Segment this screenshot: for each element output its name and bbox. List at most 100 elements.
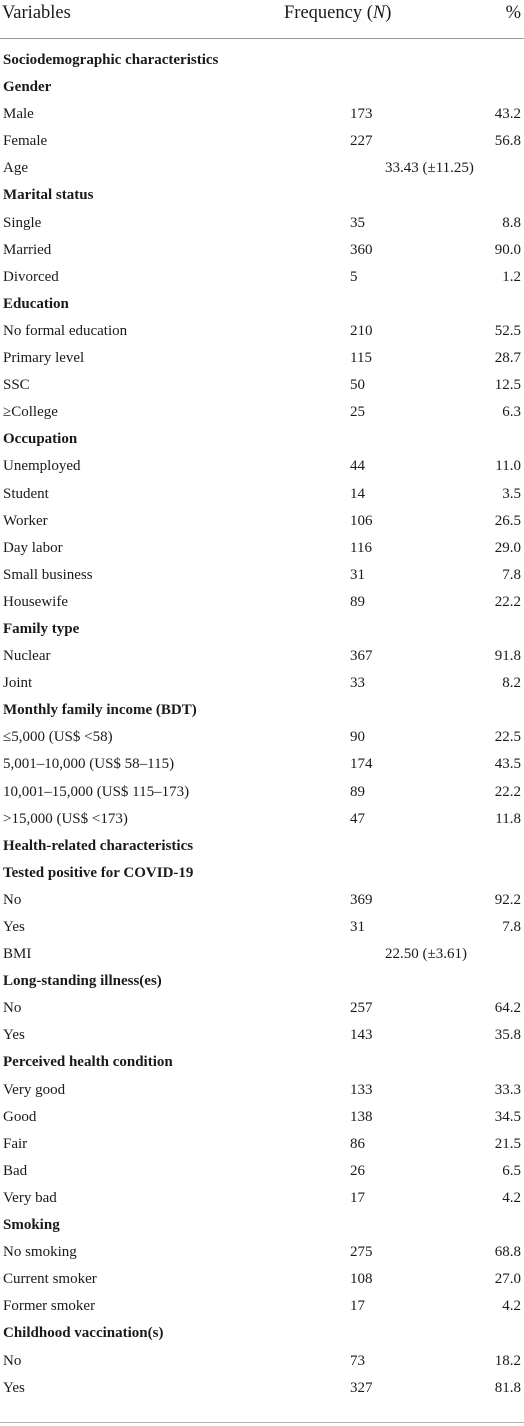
row-label: Very good: [3, 1081, 66, 1098]
table-row: Current smoker 108 27.0: [0, 1266, 524, 1293]
row-percent: 35.8: [494, 1027, 521, 1044]
row-percent: 52.5: [494, 322, 521, 339]
group-heading-row: BMI 22.50 (±3.61): [0, 941, 524, 968]
row-label: Male: [3, 106, 34, 123]
row-label: Day labor: [3, 539, 63, 556]
row-label: 5,001–10,000 (US$ 58–115): [3, 756, 175, 773]
row-percent: 68.8: [494, 1244, 521, 1261]
row-label: Yes: [3, 1027, 25, 1044]
row-label: Education: [3, 295, 69, 312]
header-frequency-n: N: [372, 3, 386, 23]
table-row: Fair 86 21.5: [0, 1131, 524, 1158]
row-percent: 27.0: [494, 1271, 521, 1288]
section-heading-row: Health-related characteristics: [0, 833, 524, 860]
row-label: Marital status: [3, 187, 94, 204]
row-label: Tested positive for COVID-19: [3, 864, 194, 881]
table-row: Very good 133 33.3: [0, 1077, 524, 1104]
table-row: Unemployed 44 11.0: [0, 453, 524, 480]
row-percent: 22.5: [494, 729, 521, 746]
header-variables: Variables: [2, 3, 71, 23]
row-label: Married: [3, 241, 52, 258]
table-row: Joint 33 8.2: [0, 670, 524, 697]
row-label: Health-related characteristics: [3, 837, 194, 854]
row-percent: 29.0: [494, 539, 521, 556]
row-percent: 11.0: [495, 458, 521, 475]
row-percent: 26.5: [494, 512, 521, 529]
row-label: BMI: [3, 946, 32, 963]
row-label: Student: [3, 485, 49, 502]
row-label: Unemployed: [3, 458, 81, 475]
row-label: No: [3, 1352, 22, 1369]
row-percent: 18.2: [494, 1352, 521, 1369]
row-percent: 64.2: [494, 1000, 521, 1017]
row-label: Fair: [3, 1135, 28, 1152]
row-label: Age: [3, 160, 28, 177]
table-row: Single 35 8.8: [0, 210, 524, 237]
row-percent: 6.3: [502, 404, 521, 421]
table-row: ≤5,000 (US$ <58) 90 22.5: [0, 724, 524, 751]
row-label: Female: [3, 133, 48, 150]
row-label: Divorced: [3, 268, 59, 285]
table-row: Bad 26 6.5: [0, 1158, 524, 1185]
table-row: Good 138 34.5: [0, 1104, 524, 1131]
row-label: SSC: [3, 377, 30, 394]
table-row: No 257 64.2: [0, 995, 524, 1022]
row-percent: 92.2: [494, 891, 521, 908]
group-heading-row: Education: [0, 291, 524, 318]
table-row: No formal education 210 52.5: [0, 318, 524, 345]
row-label: Perceived health condition: [3, 1054, 173, 1071]
table-row: Female 227 56.8: [0, 128, 524, 155]
table-row: Married 360 90.0: [0, 237, 524, 264]
row-label: No: [3, 1000, 22, 1017]
table-row: Divorced 5 1.2: [0, 264, 524, 291]
table-row: No smoking 275 68.8: [0, 1239, 524, 1266]
table-row: ≥College 25 6.3: [0, 399, 524, 426]
row-label: Bad: [3, 1162, 28, 1179]
row-label: Yes: [3, 1379, 25, 1396]
row-label: ≥College: [3, 404, 58, 421]
row-label: Occupation: [3, 431, 78, 448]
table-row: No 369 92.2: [0, 887, 524, 914]
row-label: Gender: [3, 79, 52, 96]
table-row: Housewife 89 22.2: [0, 589, 524, 616]
row-label: >15,000 (US$ <173): [3, 810, 128, 827]
row-label: Former smoker: [3, 1298, 96, 1315]
row-percent: 1.2: [502, 268, 521, 285]
header-frequency: Frequency (N): [284, 3, 391, 24]
row-percent: 8.2: [502, 675, 521, 692]
row-label: No smoking: [3, 1244, 77, 1261]
row-percent: 43.2: [494, 106, 521, 123]
group-heading-row: Marital status: [0, 182, 524, 209]
header-frequency-label: Frequency (: [284, 3, 373, 23]
group-heading-row: Family type: [0, 616, 524, 643]
row-label: Long-standing illness(es): [3, 973, 162, 990]
section-heading-row: Sociodemographic characteristics: [0, 47, 524, 74]
row-percent: 43.5: [494, 756, 521, 773]
table-row: Primary level 115 28.7: [0, 345, 524, 372]
row-percent: 7.8: [502, 566, 521, 583]
group-heading-row: Childhood vaccination(s): [0, 1320, 524, 1347]
table-row: >15,000 (US$ <173) 47 11.8: [0, 806, 524, 833]
row-label: Primary level: [3, 350, 85, 367]
row-label: Nuclear: [3, 648, 51, 665]
row-percent: 8.8: [502, 214, 521, 231]
table-bottom-rule: [0, 1422, 524, 1423]
group-heading-row: Perceived health condition: [0, 1049, 524, 1076]
table-row: Male 173 43.2: [0, 101, 524, 128]
table-row: Worker 106 26.5: [0, 508, 524, 535]
row-label: Joint: [3, 675, 33, 692]
row-label: Childhood vaccination(s): [3, 1325, 164, 1342]
row-label: Housewife: [3, 593, 68, 610]
table-row: No 73 18.2: [0, 1348, 524, 1375]
row-percent: 6.5: [502, 1162, 521, 1179]
row-percent: 90.0: [494, 241, 521, 258]
row-label: Sociodemographic characteristics: [3, 52, 219, 68]
row-percent: 91.8: [494, 648, 521, 665]
table-row: Small business 31 7.8: [0, 562, 524, 589]
table-row: Day labor 116 29.0: [0, 535, 524, 562]
table-row: Former smoker 17 4.2: [0, 1293, 524, 1320]
row-label: No formal education: [3, 322, 128, 339]
row-percent: 28.7: [494, 350, 521, 367]
row-label: Yes: [3, 919, 25, 935]
